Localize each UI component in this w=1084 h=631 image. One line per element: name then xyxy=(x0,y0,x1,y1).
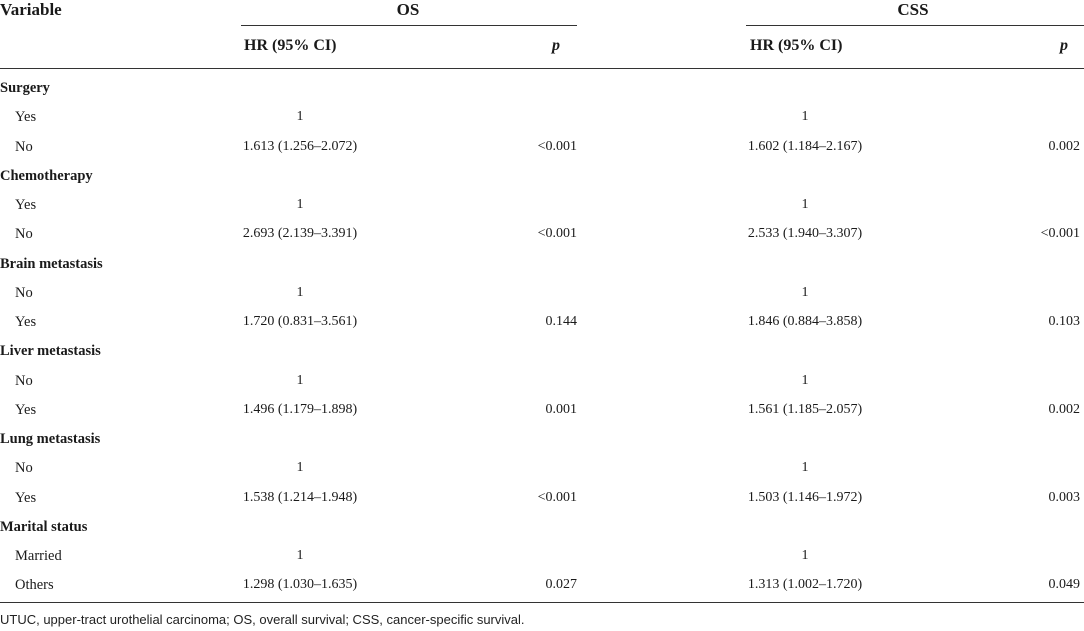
css-hr-cell: 1.503 (1.146–1.972) xyxy=(747,490,863,505)
css-p-header: p xyxy=(1060,37,1068,54)
table-footnote: UTUC, upper-tract urothelial carcinoma; … xyxy=(0,612,525,627)
css-hr-cell: 1 xyxy=(801,548,809,563)
css-p-cell: <0.001 xyxy=(1040,226,1080,241)
os-p-cell: <0.001 xyxy=(537,226,577,241)
group-label: Brain metastasis xyxy=(0,256,103,272)
os-hr-cell: 1 xyxy=(296,285,304,300)
os-group-rule xyxy=(241,25,577,26)
css-hr-header: HR (95% CI) xyxy=(750,37,843,54)
css-hr-cell: 1 xyxy=(801,373,809,388)
css-p-cell: 0.103 xyxy=(1048,314,1081,329)
group-label: Surgery xyxy=(0,80,50,96)
css-hr-cell: 1.313 (1.002–1.720) xyxy=(747,577,863,592)
os-group-header: OS xyxy=(396,0,420,19)
os-p-cell: <0.001 xyxy=(537,490,577,505)
row-label: Yes xyxy=(15,314,37,330)
row-label: No xyxy=(15,226,33,242)
os-hr-cell: 2.693 (2.139–3.391) xyxy=(242,226,358,241)
group-label: Chemotherapy xyxy=(0,168,93,184)
css-p-cell: 0.002 xyxy=(1048,402,1081,417)
os-hr-cell: 1 xyxy=(296,197,304,212)
css-hr-cell: 1 xyxy=(801,460,809,475)
row-label: No xyxy=(15,460,33,476)
css-p-cell: 0.003 xyxy=(1048,490,1081,505)
os-hr-cell: 1.298 (1.030–1.635) xyxy=(242,577,358,592)
group-label: Marital status xyxy=(0,519,88,535)
css-p-cell: 0.049 xyxy=(1048,577,1081,592)
css-hr-cell: 2.533 (1.940–3.307) xyxy=(747,226,863,241)
css-hr-cell: 1 xyxy=(801,109,809,124)
css-hr-cell: 1.602 (1.184–2.167) xyxy=(747,139,863,154)
os-hr-cell: 1.613 (1.256–2.072) xyxy=(242,139,358,154)
row-label: Married xyxy=(15,548,62,564)
row-label: No xyxy=(15,285,33,301)
css-group-header: CSS xyxy=(897,0,929,19)
group-label: Lung metastasis xyxy=(0,431,101,447)
row-label: Yes xyxy=(15,109,37,125)
os-p-cell: 0.144 xyxy=(545,314,578,329)
css-hr-cell: 1 xyxy=(801,285,809,300)
row-label: Yes xyxy=(15,490,37,506)
row-label: Yes xyxy=(15,402,37,418)
os-hr-cell: 1.496 (1.179–1.898) xyxy=(242,402,358,417)
row-label: Yes xyxy=(15,197,37,213)
os-p-cell: 0.027 xyxy=(545,577,578,592)
os-hr-cell: 1 xyxy=(296,460,304,475)
css-hr-cell: 1.846 (0.884–3.858) xyxy=(747,314,863,329)
css-hr-cell: 1.561 (1.185–2.057) xyxy=(747,402,863,417)
os-hr-cell: 1 xyxy=(296,109,304,124)
row-label: No xyxy=(15,373,33,389)
group-label: Liver metastasis xyxy=(0,343,101,359)
os-hr-header: HR (95% CI) xyxy=(244,37,337,54)
os-p-cell: <0.001 xyxy=(537,139,577,154)
row-label: Others xyxy=(15,577,54,593)
header-bottom-rule xyxy=(0,68,1084,69)
variable-header: Variable xyxy=(0,0,62,19)
css-group-rule xyxy=(746,25,1084,26)
os-p-cell: 0.001 xyxy=(545,402,578,417)
css-hr-cell: 1 xyxy=(801,197,809,212)
table-bottom-rule xyxy=(0,602,1084,603)
os-hr-cell: 1.720 (0.831–3.561) xyxy=(242,314,358,329)
os-hr-cell: 1 xyxy=(296,373,304,388)
row-label: No xyxy=(15,139,33,155)
os-hr-cell: 1 xyxy=(296,548,304,563)
os-hr-cell: 1.538 (1.214–1.948) xyxy=(242,490,358,505)
os-p-header: p xyxy=(552,37,560,54)
css-p-cell: 0.002 xyxy=(1048,139,1081,154)
